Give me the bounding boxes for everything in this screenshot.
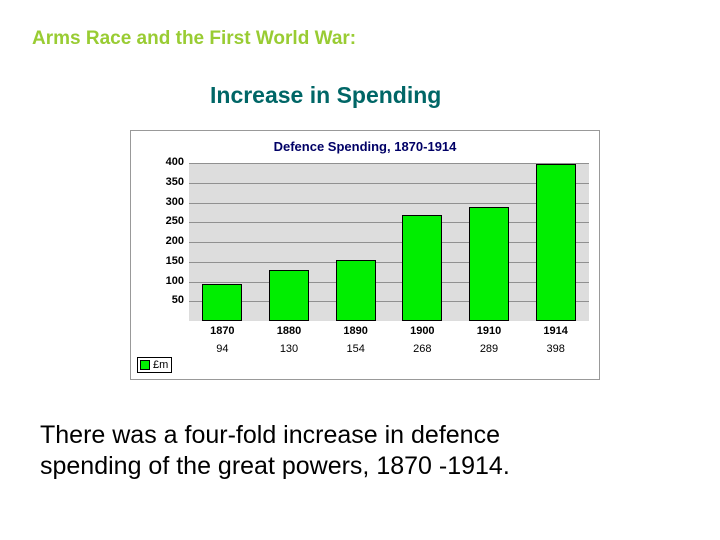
- gridline: [189, 222, 589, 223]
- chart-title: Defence Spending, 1870-1914: [131, 139, 599, 154]
- gridline: [189, 163, 589, 164]
- caption-line-2: spending of the great powers, 1870 -1914…: [40, 452, 510, 480]
- y-tick-label: 200: [144, 235, 184, 247]
- plot-area: [189, 163, 589, 321]
- gridline: [189, 203, 589, 204]
- y-tick-label: 100: [144, 275, 184, 287]
- x-tick-label: 1910: [469, 325, 509, 337]
- x-tick-label: 1900: [402, 325, 442, 337]
- page-title: Arms Race and the First World War:: [32, 28, 356, 50]
- legend-label: £m: [153, 359, 168, 371]
- legend-swatch: [140, 360, 150, 370]
- bar: [202, 284, 242, 321]
- y-tick-label: 50: [144, 294, 184, 306]
- bar: [269, 270, 309, 321]
- x-value-label: 268: [402, 343, 442, 355]
- x-value-label: 289: [469, 343, 509, 355]
- caption-line-1: There was a four-fold increase in defenc…: [40, 421, 500, 449]
- gridline: [189, 301, 589, 302]
- caption-text: There was a four-fold increase in defenc…: [40, 420, 680, 483]
- y-tick-label: 300: [144, 196, 184, 208]
- gridline: [189, 242, 589, 243]
- x-tick-label: 1870: [202, 325, 242, 337]
- chart-legend: £m: [137, 357, 172, 373]
- subtitle: Increase in Spending: [210, 82, 441, 109]
- y-tick-label: 400: [144, 156, 184, 168]
- x-value-label: 130: [269, 343, 309, 355]
- gridline: [189, 262, 589, 263]
- bar: [469, 207, 509, 321]
- chart-container: Defence Spending, 1870-1914 50 100 150 200 2…: [130, 130, 600, 380]
- bar: [536, 164, 576, 321]
- x-value-label: 398: [536, 343, 576, 355]
- gridline: [189, 282, 589, 283]
- x-tick-label: 1890: [336, 325, 376, 337]
- x-value-label: 154: [336, 343, 376, 355]
- x-tick-label: 1914: [536, 325, 576, 337]
- x-tick-label: 1880: [269, 325, 309, 337]
- x-value-label: 94: [202, 343, 242, 355]
- y-tick-label: 250: [144, 215, 184, 227]
- bar: [402, 215, 442, 321]
- gridline: [189, 183, 589, 184]
- y-tick-label: 350: [144, 176, 184, 188]
- bar: [336, 260, 376, 321]
- y-tick-label: 150: [144, 255, 184, 267]
